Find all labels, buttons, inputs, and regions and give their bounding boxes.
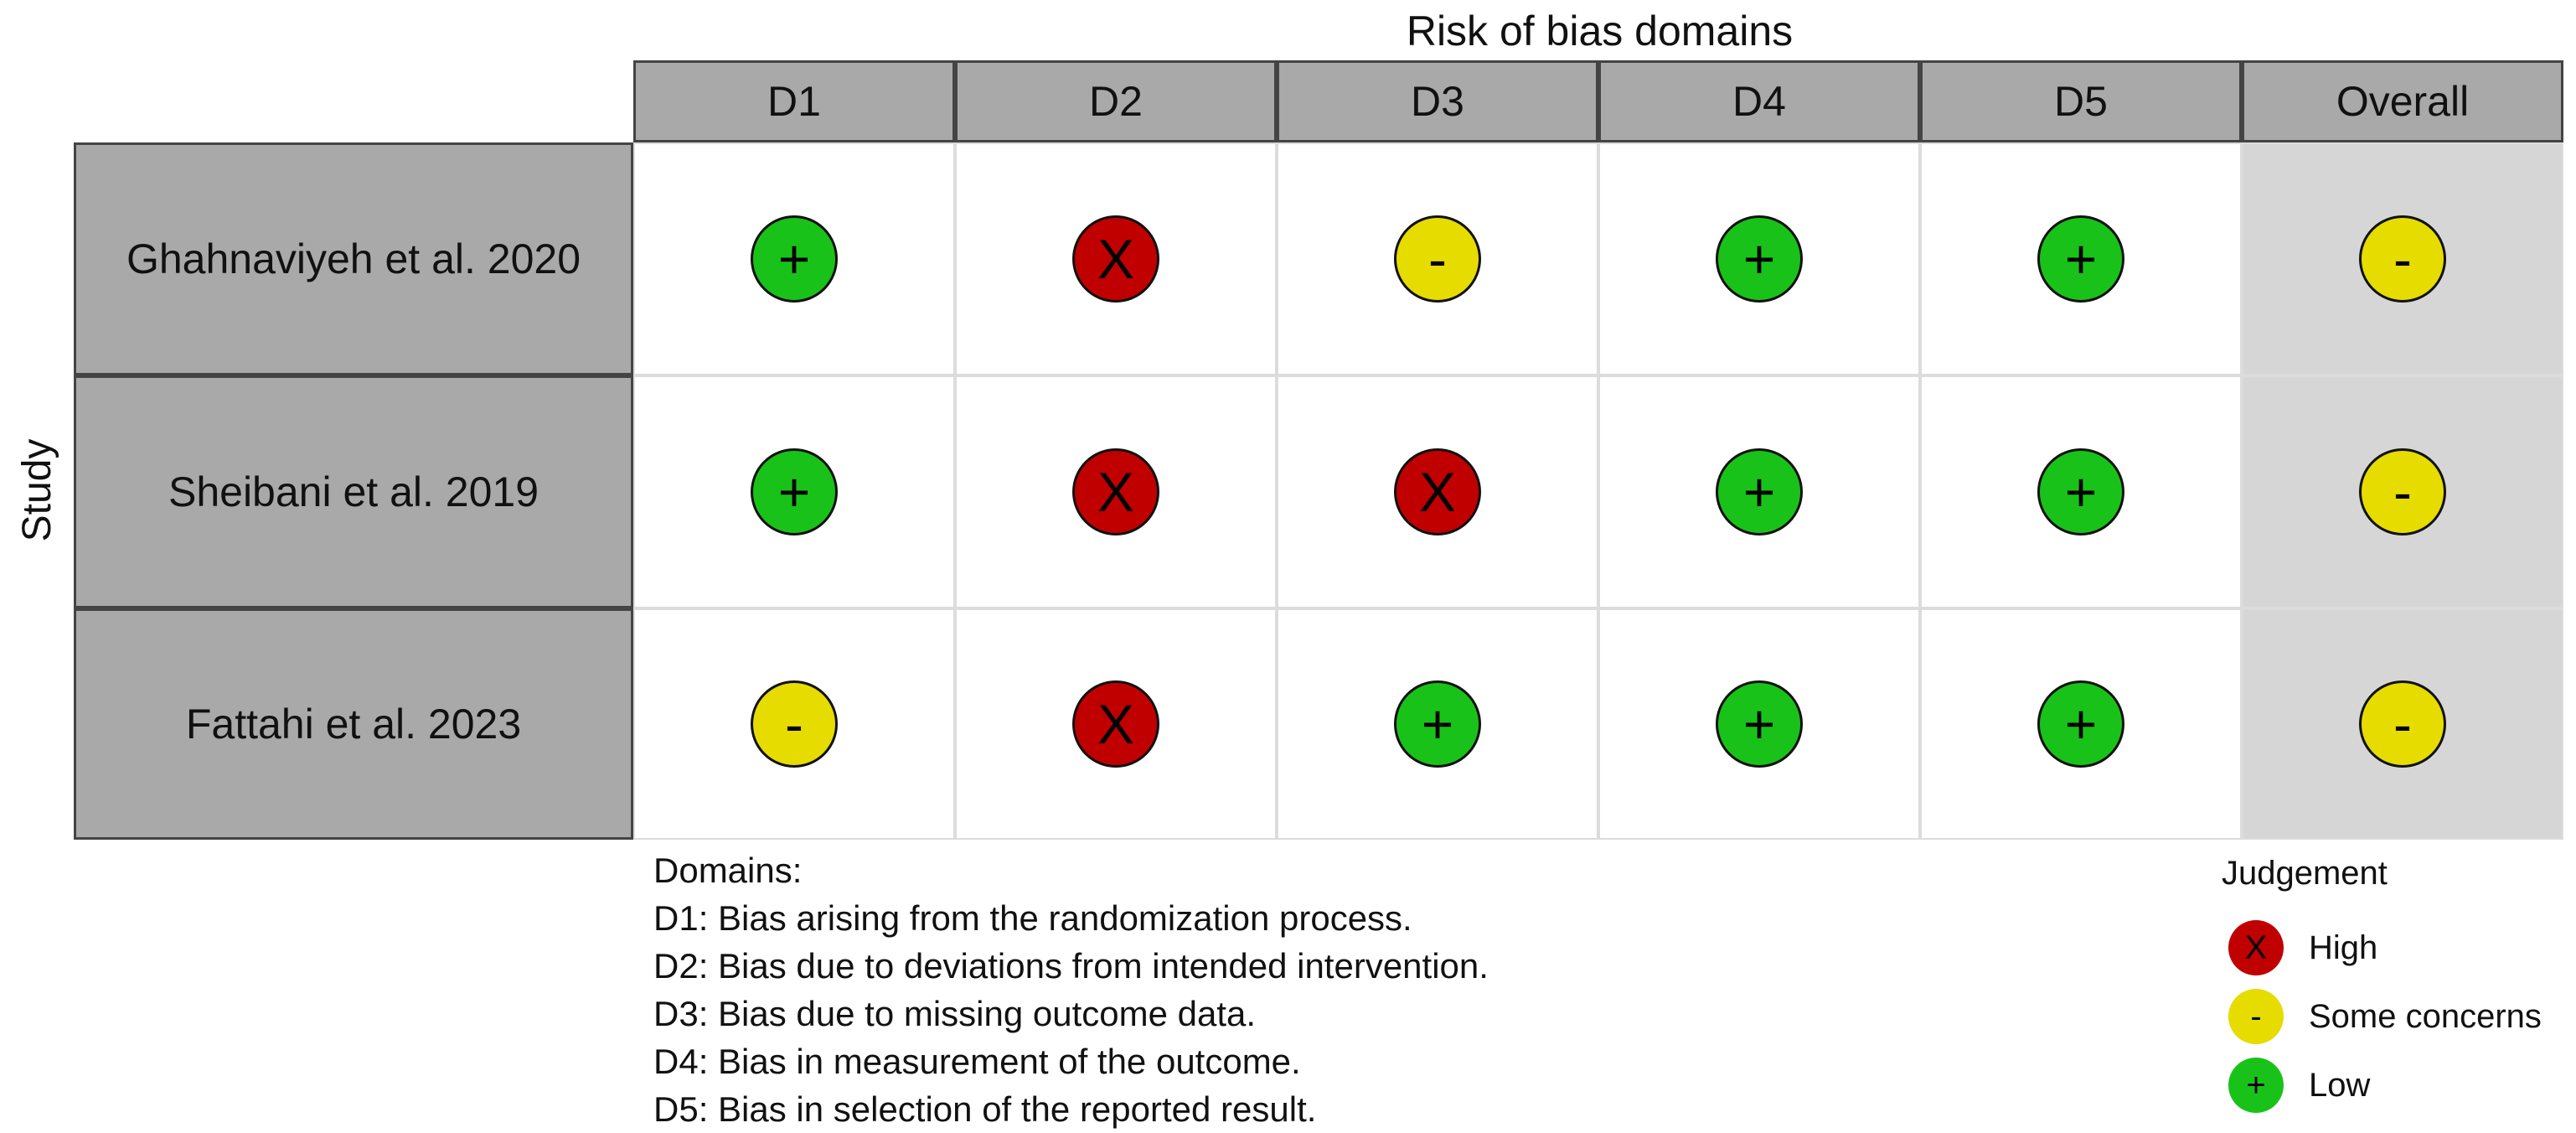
- domain-d3-description: D3: Bias due to missing outcome data.: [653, 994, 1257, 1033]
- some-concerns-icon: -: [2228, 989, 2284, 1044]
- cell-row1-overall: -: [2242, 142, 2563, 375]
- cell-row3-d4: +: [1598, 608, 1920, 840]
- cell-row2-d4: +: [1598, 375, 1920, 608]
- low-risk-icon: +: [1394, 680, 1481, 768]
- low-risk-icon: +: [2228, 1058, 2284, 1113]
- cell-row3-d3: +: [1277, 608, 1598, 840]
- some-concerns-icon: -: [751, 680, 838, 768]
- some-concerns-icon: -: [2359, 680, 2446, 768]
- cell-row2-overall: -: [2242, 375, 2563, 608]
- low-risk-icon: +: [1716, 448, 1803, 535]
- cell-row3-d2: X: [955, 608, 1277, 840]
- cell-row1-d2: X: [955, 142, 1277, 375]
- column-header-d3: D3: [1277, 60, 1598, 142]
- column-header-d2: D2: [955, 60, 1277, 142]
- column-header-d4: D4: [1598, 60, 1920, 142]
- domain-d5-description: D5: Bias in selection of the reported re…: [653, 1089, 1317, 1129]
- cell-row3-d5: +: [1920, 608, 2242, 840]
- cell-row1-d1: +: [633, 142, 955, 375]
- domain-d4-description: D4: Bias in measurement of the outcome.: [653, 1042, 1301, 1081]
- cell-row2-d5: +: [1920, 375, 2242, 608]
- legend-item-low: + Low: [2228, 1058, 2370, 1113]
- high-risk-icon: X: [2228, 920, 2284, 975]
- cell-row3-overall: -: [2242, 608, 2563, 840]
- cell-row1-d3: -: [1277, 142, 1598, 375]
- low-risk-icon: +: [751, 448, 838, 535]
- domains-heading: Domains:: [653, 851, 803, 890]
- some-concerns-icon: -: [2359, 215, 2446, 303]
- high-risk-icon: X: [1072, 680, 1159, 768]
- legend-label-some-concerns: Some concerns: [2309, 997, 2542, 1035]
- study-label-row-3: Fattahi et al. 2023: [74, 608, 633, 840]
- cell-row1-d5: +: [1920, 142, 2242, 375]
- y-axis-label: Study: [15, 438, 59, 542]
- column-header-d1: D1: [633, 60, 955, 142]
- column-header-overall: Overall: [2242, 60, 2563, 142]
- legend-label-low: Low: [2309, 1066, 2371, 1104]
- some-concerns-icon: -: [2359, 448, 2446, 535]
- low-risk-icon: +: [2037, 448, 2124, 535]
- cell-row2-d2: X: [955, 375, 1277, 608]
- study-label-row-1: Ghahnaviyeh et al. 2020: [74, 142, 633, 375]
- low-risk-icon: +: [2037, 215, 2124, 303]
- legend-item-some-concerns: - Some concerns: [2228, 989, 2542, 1044]
- cell-row3-d1: -: [633, 608, 955, 840]
- figure-title: Risk of bias domains: [1406, 8, 1794, 54]
- domain-d2-description: D2: Bias due to deviations from intended…: [653, 946, 1489, 986]
- legend-label-high: High: [2309, 929, 2378, 966]
- domains-legend: Domains: D1: Bias arising from the rando…: [653, 846, 1489, 1133]
- study-label-row-2: Sheibani et al. 2019: [74, 375, 633, 608]
- high-risk-icon: X: [1072, 448, 1159, 535]
- high-risk-icon: X: [1072, 215, 1159, 303]
- low-risk-icon: +: [1716, 680, 1803, 768]
- cell-row2-d3: X: [1277, 375, 1598, 608]
- judgement-legend-title: Judgement: [2222, 855, 2388, 892]
- column-header-d5: D5: [1920, 60, 2242, 142]
- domain-d1-description: D1: Bias arising from the randomization …: [653, 898, 1412, 938]
- low-risk-icon: +: [2037, 680, 2124, 768]
- low-risk-icon: +: [751, 215, 838, 303]
- cell-row1-d4: +: [1598, 142, 1920, 375]
- some-concerns-icon: -: [1394, 215, 1481, 303]
- low-risk-icon: +: [1716, 215, 1803, 303]
- high-risk-icon: X: [1394, 448, 1481, 535]
- legend-item-high: X High: [2228, 920, 2377, 975]
- cell-row2-d1: +: [633, 375, 955, 608]
